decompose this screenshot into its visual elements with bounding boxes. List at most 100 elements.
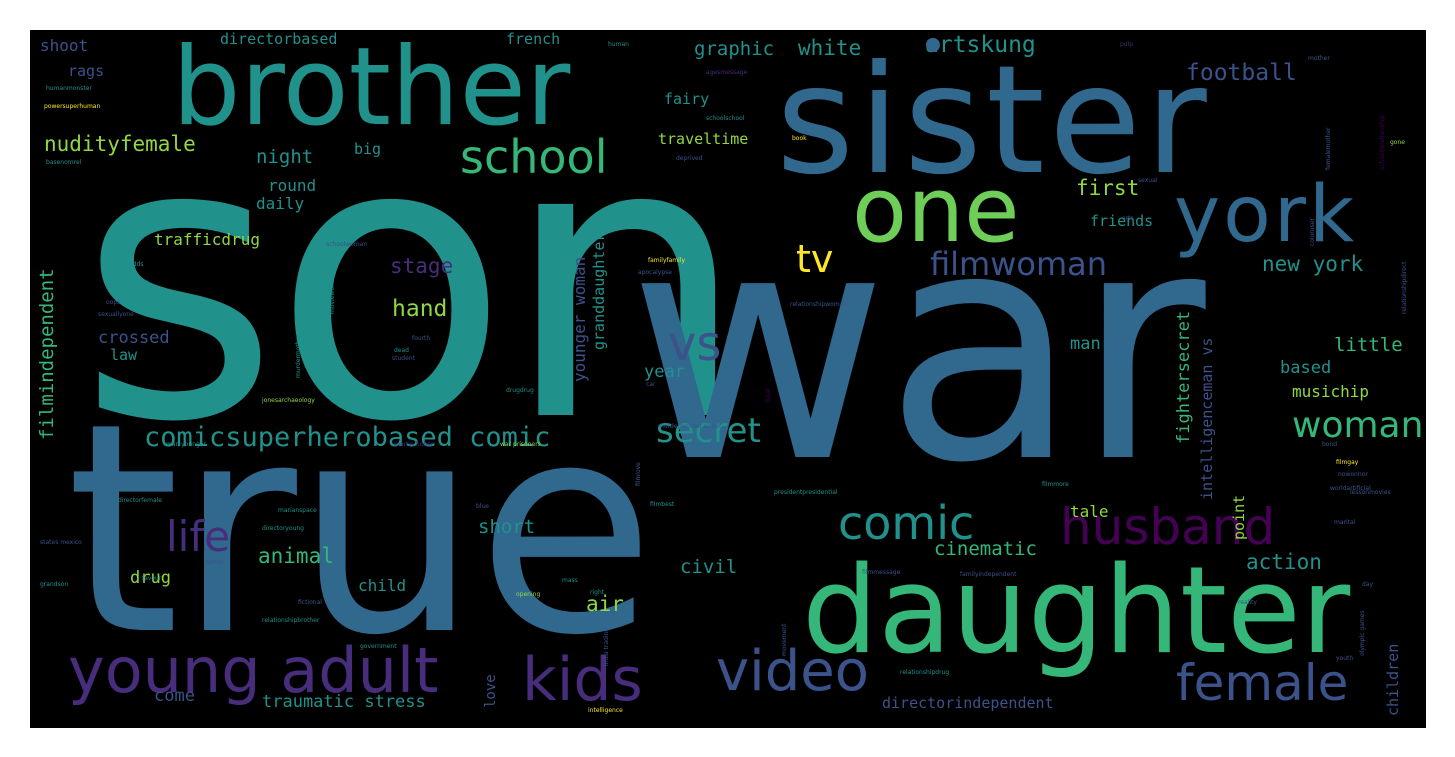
word-brother: brother [172,30,571,150]
word-nowonnor: nowonnor [1338,471,1368,478]
word-sister: sister [776,34,1211,208]
word-shoot: shoot [40,36,89,55]
word-granddaughter: granddaughter [590,232,608,350]
word-jonesarchaeology: jonesarchaeology [262,397,315,404]
word-drugdrug: drugdrug [506,387,534,394]
word-filmwoman: filmwoman [930,245,1108,283]
word-schoolwoman: schoolwoman [326,241,368,248]
word-directoryoung: directoryoung [262,525,304,532]
word-musician: musician [122,279,149,286]
word-war: war [628,162,1206,532]
word-book: book [792,135,807,142]
word-action: action [1246,550,1322,574]
word-comicsuperherobased-comic: comicsuperherobased comic [144,422,551,453]
word-nudityfemale: nudityfemale [44,132,196,156]
word-traumatic-stress: traumatic stress [262,692,426,712]
word-filmindependent: filmindependent [36,268,58,440]
word-man: man [1070,334,1101,354]
word-relationshipdirect: relationshipdirect [1401,261,1408,314]
word-daily: daily [256,194,305,213]
word-sense: sense [206,559,224,566]
word-stage: stage [390,254,454,278]
word-opening: opening [516,591,541,598]
word-student: student [392,355,415,362]
word-blue: blue [476,503,489,510]
word-intelligenceman-vs: intelligenceman vs [1198,337,1216,500]
word-pulp: pulp [1120,41,1134,48]
word-fairy: fairy [664,90,710,108]
word-human: human [608,41,629,48]
word-true: true [66,362,655,699]
word-moviewomen: moviewomen [329,273,336,314]
word-reality: reality [1238,599,1257,606]
word-white: white [798,36,862,60]
word-one: one [852,158,1020,263]
word-relationshipwoman: relationshipwoman [790,301,848,308]
word-dead: dead [394,347,409,354]
word-relationshipbrother: relationshipbrother [262,617,320,624]
word-point: point [1230,494,1248,540]
word-murdermother: murdermother [295,334,302,378]
word-vs: vs [668,316,722,372]
word-war-prisoners: war prisoners [500,441,541,448]
word-child: child [358,576,407,595]
word-friends: friends [1090,212,1154,230]
word-murderbrother-sister: murderbrother sister [658,423,721,430]
word-football: football [1186,60,1297,86]
word-new-york: new york [1262,252,1364,276]
word-short: short [478,516,536,538]
word-come: come [154,686,195,706]
word-cinematic: cinematic [934,538,1037,560]
word-worldds: worldds [120,261,144,268]
word-little: little [1334,334,1403,356]
word-air: air [586,592,624,616]
word-presidentpresidential: presidentpresidential [774,489,838,496]
word-car: car [646,381,656,388]
word-schoolschool: schoolschool [706,115,745,122]
word-familyindependent: familyindependent [960,571,1017,578]
word-government: government [360,643,397,650]
word-fourth: fourth [412,335,431,342]
word-fictional: fictional [298,599,322,606]
word-musichip: musichip [1292,382,1370,401]
word-daughter: daughter [802,542,1351,681]
word-filmmore: filmmore [1042,481,1069,488]
word-night: night [256,146,314,168]
word-sexuallyone: sexuallyone [98,311,134,318]
word-intelligence: intelligence [588,707,623,714]
word-boat: boat [765,388,772,402]
word-worldartificial: worldartificial [1330,485,1371,492]
word-directorindependent: directorindependent [882,694,1054,712]
word-son: son [78,58,748,507]
word-drug: drug [130,568,171,588]
word-deprived: deprived [676,155,703,162]
word-mass: mass [562,577,578,584]
word-year: year [644,362,685,382]
word-favour: favour [142,575,162,582]
word-tv: tv [796,237,834,281]
word-filmmessage: filmmessage [862,569,901,576]
word-big: big [354,140,382,158]
word-children: children [1384,643,1402,716]
word-schoolrelationship: schoolrelationship [1379,115,1386,170]
word-filmgay: filmgay [1336,459,1359,466]
word-grandson: grandson [40,581,69,588]
word-man-younger: man younger [166,441,207,448]
word-artskung: artskung [925,32,1036,58]
word-younger-woman: younger woman [570,256,589,382]
word-husband: husband [1060,498,1276,556]
word-civil: civil [680,556,738,578]
word-rags: rags [68,62,105,80]
word-round: round [268,176,317,195]
word-india-trading: india trading [603,627,610,666]
word-powersuperhuman: powersuperhuman [44,103,101,110]
word-filmlove: filmlove [635,462,642,486]
word-animal: animal [258,544,334,568]
word-right: right [590,589,605,596]
word-tale: tale [1070,502,1109,521]
word-arts: arts [1122,215,1134,222]
dot-marker [926,38,940,52]
word-based: based [1280,358,1332,378]
word-sexual: sexual [1138,177,1158,184]
word-kids: kids [522,645,643,715]
